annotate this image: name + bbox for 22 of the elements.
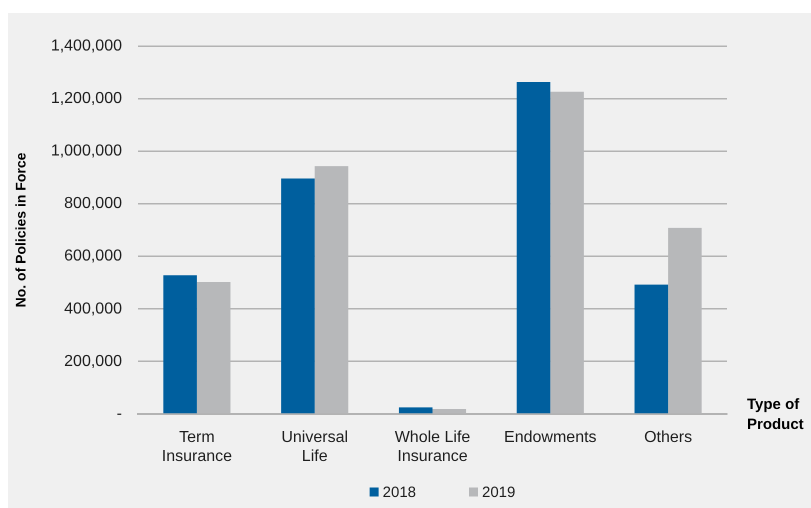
x-tick-label: Others <box>644 429 692 446</box>
x-axis-title: Type of Product <box>747 396 804 434</box>
bar <box>281 178 315 414</box>
y-tick-label: 600,000 <box>64 248 122 265</box>
y-axis-title: No. of Policies in Force <box>12 152 28 308</box>
y-tick-label: 1,200,000 <box>50 90 122 107</box>
legend-label: 2018 <box>382 484 416 502</box>
bar <box>516 82 550 414</box>
y-tick-label: 1,400,000 <box>50 37 122 54</box>
y-tick-label: - <box>116 405 122 422</box>
x-tick-label: Endowments <box>504 429 597 446</box>
y-tick-label: 800,000 <box>64 195 122 212</box>
x-tick-label: Universal Life <box>281 429 348 466</box>
bar <box>398 407 432 414</box>
bar <box>163 275 197 414</box>
bar <box>634 284 668 414</box>
y-tick-label: 200,000 <box>64 352 122 370</box>
x-tick-label: Whole Life Insurance <box>394 429 470 466</box>
legend-label: 2019 <box>482 484 516 502</box>
y-tick-label: 1,000,000 <box>50 142 122 160</box>
x-tick-label: Term Insurance <box>162 429 232 466</box>
y-tick-label: 400,000 <box>64 300 122 318</box>
